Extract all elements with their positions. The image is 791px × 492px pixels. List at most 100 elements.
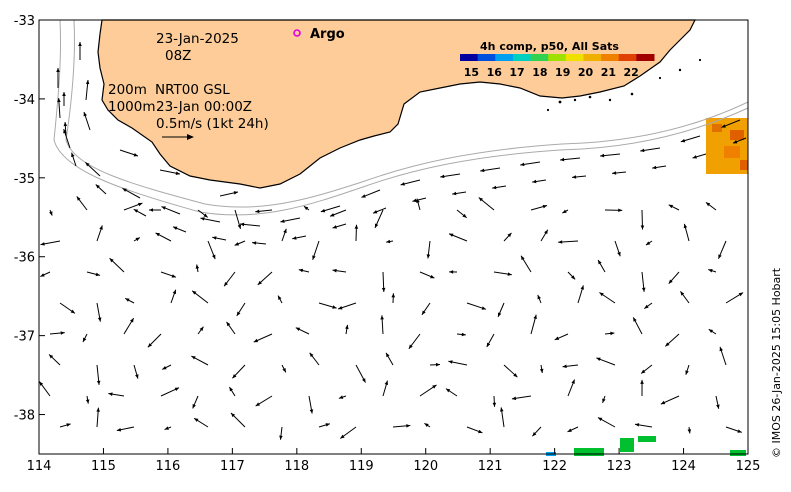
current-vector-head — [330, 213, 335, 217]
current-vector-head — [687, 429, 692, 434]
current-vector-head — [445, 388, 451, 393]
current-vector-head — [612, 171, 617, 175]
legend-labels: 15 16 17 18 19 20 21 22 — [464, 66, 639, 79]
legend-label: 18 — [532, 66, 547, 79]
product-label: NRT00 GSL — [155, 82, 230, 98]
current-vector-head — [461, 332, 466, 337]
current-vector-head — [384, 380, 389, 386]
current-vector-head — [332, 305, 337, 309]
legend-color-swatch — [477, 54, 496, 61]
current-vector-head — [354, 224, 359, 229]
current-vector-head — [345, 324, 349, 330]
current-vector-head — [133, 153, 138, 157]
current-vector-head — [191, 356, 196, 360]
current-vector-head — [283, 228, 287, 234]
axis-ticks: 114 115 116 117 118 119 120 121 122 123 124 125 -33 -… — [14, 14, 761, 474]
current-vector-head — [257, 280, 262, 285]
current-vector-head — [660, 400, 666, 405]
current-vector-head — [212, 236, 217, 240]
current-vector-head — [298, 268, 304, 273]
current-vector-head — [63, 122, 68, 127]
current-vector-head — [85, 162, 90, 167]
current-vector-head — [57, 98, 61, 103]
current-vector-head — [199, 326, 204, 331]
current-vector-head — [325, 423, 330, 427]
current-vector-head — [641, 369, 646, 374]
lon-tick-label: 116 — [155, 459, 180, 474]
lat-tick-label: -35 — [14, 172, 35, 187]
current-vector-head — [295, 327, 301, 332]
current-vector-head — [533, 314, 537, 320]
current-vector-head — [539, 368, 544, 373]
current-vector-head — [716, 404, 720, 409]
lon-tick-label: 115 — [91, 459, 116, 474]
current-vector-head — [320, 208, 326, 213]
current-vector-head — [532, 432, 537, 437]
current-vector-head — [195, 264, 200, 269]
current-vector-head — [432, 384, 437, 389]
legend-color-swatch — [512, 54, 532, 61]
current-vector-head — [558, 240, 563, 244]
current-vector-head — [680, 138, 686, 143]
legend-color-swatch — [460, 54, 479, 61]
current-vector-head — [49, 354, 54, 359]
lon-tick-label: 114 — [27, 459, 52, 474]
current-vector-head — [85, 80, 90, 85]
current-vector-head — [721, 124, 726, 128]
current-vector-head — [70, 309, 75, 314]
sst-patches — [546, 118, 748, 456]
current-vector-head — [200, 217, 205, 221]
current-vector-head — [610, 331, 615, 336]
current-vector-head — [95, 184, 100, 189]
current-vector-head — [640, 225, 645, 230]
current-vector-head — [544, 229, 548, 235]
current-vector-head — [224, 281, 228, 287]
current-vector-head — [599, 292, 604, 297]
current-vector-head — [600, 153, 605, 158]
current-vector-head — [149, 208, 154, 212]
current-vector-head — [171, 274, 177, 278]
current-vector-head — [571, 379, 575, 384]
current-vector-head — [562, 209, 567, 214]
current-vector-head — [133, 209, 139, 213]
current-vector-head — [618, 208, 623, 213]
current-vector-head — [340, 434, 345, 439]
current-vector-head — [108, 392, 113, 396]
current-vector-head — [230, 413, 236, 418]
current-vector-head — [309, 409, 314, 414]
current-vector-head — [486, 342, 491, 348]
current-vector-head — [60, 331, 65, 335]
current-vector-head — [521, 255, 525, 261]
current-vector-head — [380, 315, 384, 320]
current-vector-head — [408, 344, 413, 349]
current-vector-head — [507, 272, 512, 276]
current-vector-head — [562, 364, 567, 369]
current-vector-head — [96, 380, 101, 385]
legend-label: 22 — [624, 66, 639, 79]
current-vector-head — [233, 191, 238, 195]
lon-tick-label: 120 — [413, 459, 438, 474]
legend-color-swatch — [601, 54, 620, 61]
lon-tick-label: 123 — [607, 459, 632, 474]
current-vector-head — [520, 162, 525, 167]
current-vector-head — [452, 191, 457, 196]
current-vector-head — [580, 285, 584, 290]
current-vector-head — [640, 148, 645, 153]
current-vector-head — [492, 402, 497, 407]
current-vector-head — [708, 329, 714, 333]
current-vector-head — [400, 182, 405, 186]
current-vector-head — [212, 254, 216, 260]
legend-label: 20 — [578, 66, 594, 79]
current-vector-head — [309, 352, 314, 358]
lat-tick-label: -37 — [14, 330, 35, 345]
current-vector-head — [173, 226, 178, 230]
lat-tick-label: -34 — [14, 93, 35, 108]
current-vector-head — [361, 194, 366, 198]
current-vector-head — [448, 360, 453, 364]
lat-tick-label: -33 — [14, 14, 35, 29]
current-vector-head — [49, 211, 53, 216]
current-vector-head — [680, 291, 685, 296]
current-vector-head — [109, 258, 114, 263]
current-vector-head — [135, 374, 139, 379]
current-vector-head — [421, 310, 426, 315]
